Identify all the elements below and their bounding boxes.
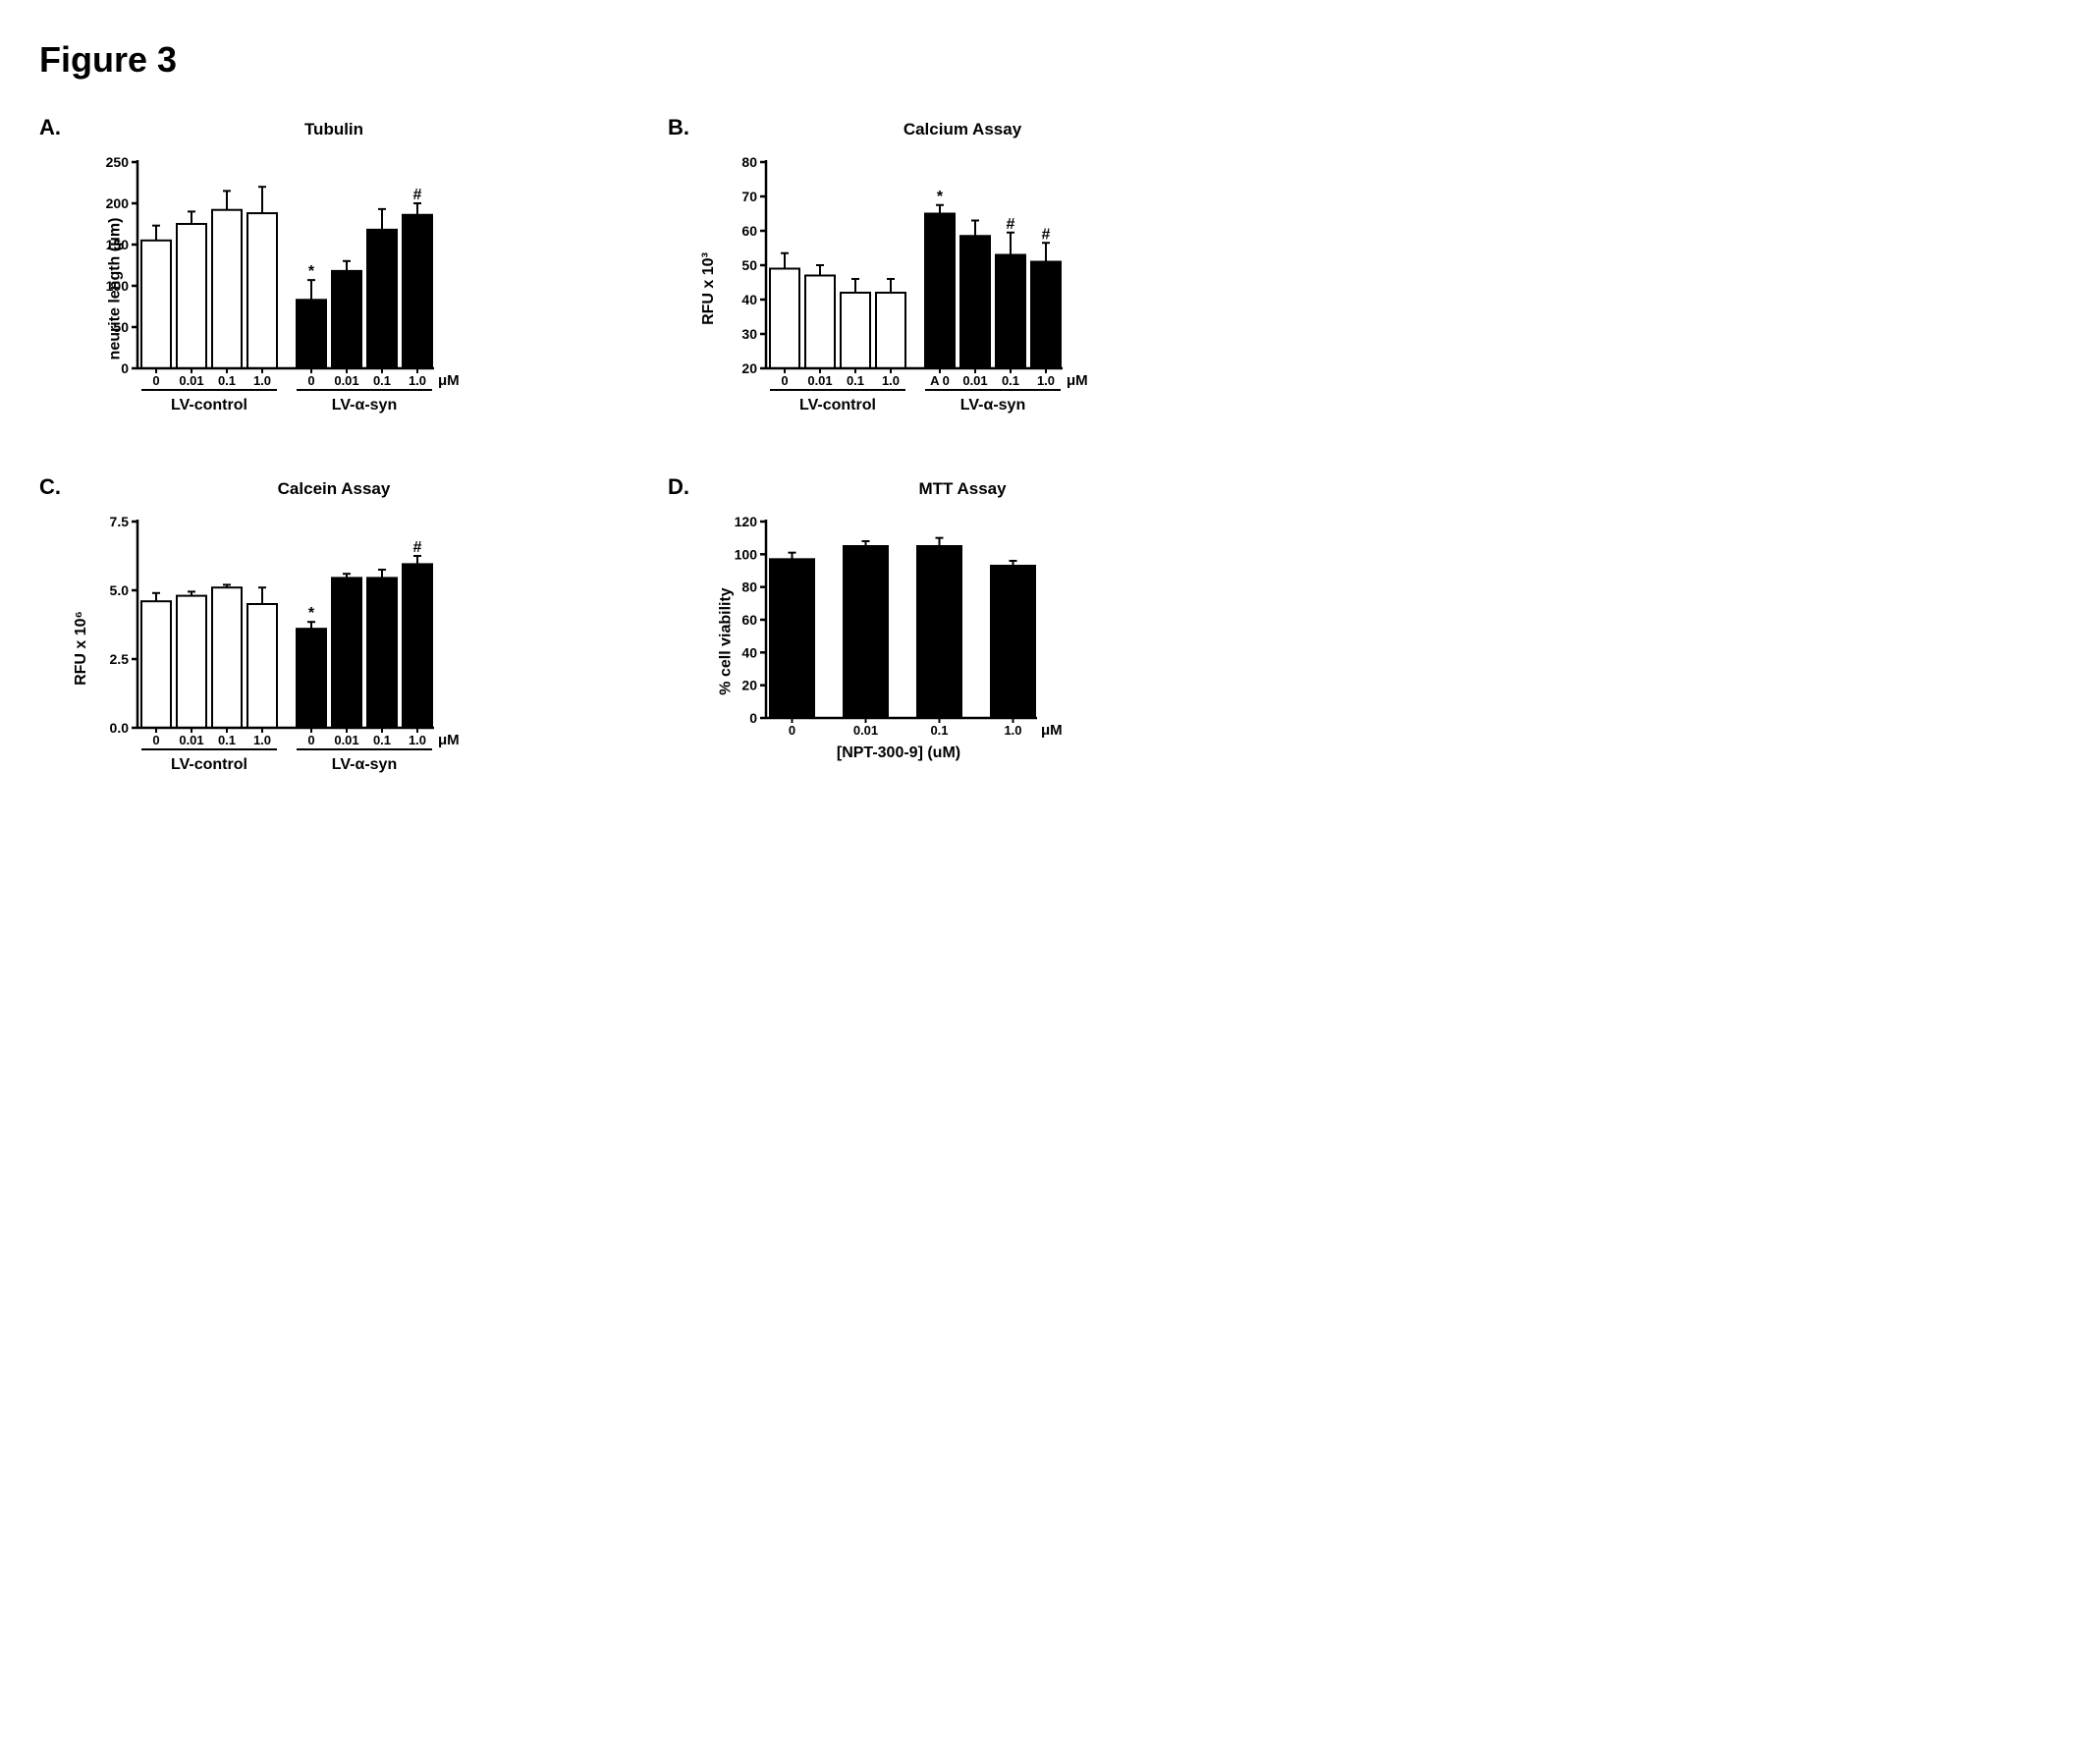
svg-text:0.01: 0.01 xyxy=(962,373,987,388)
ylabel-A: neurite length (μm) xyxy=(106,218,124,360)
svg-text:LV-α-syn: LV-α-syn xyxy=(332,397,397,413)
panel-B: B. Calcium Assay RFU x 10³ 2030405060708… xyxy=(668,120,1218,430)
svg-text:0: 0 xyxy=(749,710,757,726)
ylabel-C: RFU x 10⁶ xyxy=(73,611,90,686)
svg-text:20: 20 xyxy=(741,360,757,376)
svg-text:μM: μM xyxy=(438,732,460,748)
figure-title: Figure 3 xyxy=(39,39,2042,81)
svg-text:0.1: 0.1 xyxy=(847,373,864,388)
svg-text:50: 50 xyxy=(741,257,757,273)
svg-text:0: 0 xyxy=(152,733,159,747)
svg-text:LV-α-syn: LV-α-syn xyxy=(960,397,1025,413)
svg-text:0.1: 0.1 xyxy=(218,373,236,388)
panel-A: A. Tubulin neurite length (μm) 050100150… xyxy=(39,120,589,430)
svg-text:100: 100 xyxy=(735,546,758,562)
svg-text:1.0: 1.0 xyxy=(253,733,271,747)
svg-text:250: 250 xyxy=(106,154,130,170)
svg-text:0.1: 0.1 xyxy=(373,373,391,388)
svg-text:0.01: 0.01 xyxy=(334,373,358,388)
svg-text:0: 0 xyxy=(307,373,314,388)
svg-text:120: 120 xyxy=(735,514,758,529)
chart-title-B: Calcium Assay xyxy=(707,120,1218,139)
panel-letter-D: D. xyxy=(668,474,689,500)
chart-D: 0 20 40 60 80 100 120 0 0.01 0.1 1.0 μM [NPT-300-9] … xyxy=(722,507,1074,775)
svg-text:1.0: 1.0 xyxy=(409,733,426,747)
panel-D: D. MTT Assay % cell viability 0204060801… xyxy=(668,479,1218,790)
svg-text:1.0: 1.0 xyxy=(882,373,900,388)
svg-text:*: * xyxy=(308,263,315,280)
svg-text:2.5: 2.5 xyxy=(110,651,130,667)
panel-letter-B: B. xyxy=(668,115,689,140)
svg-text:*: * xyxy=(937,189,944,205)
svg-text:0.1: 0.1 xyxy=(373,733,391,747)
svg-text:0.01: 0.01 xyxy=(334,733,358,747)
svg-text:0: 0 xyxy=(307,733,314,747)
svg-text:#: # xyxy=(413,539,422,556)
svg-text:200: 200 xyxy=(106,195,130,211)
svg-text:0.1: 0.1 xyxy=(930,723,948,738)
svg-text:LV-control: LV-control xyxy=(799,397,876,413)
chart-A: 05010015020025000.010.11.0*00.010.1#1.0μ… xyxy=(93,147,471,430)
svg-text:#: # xyxy=(1042,226,1051,243)
svg-text:1.0: 1.0 xyxy=(1037,373,1055,388)
svg-text:80: 80 xyxy=(741,154,757,170)
svg-text:80: 80 xyxy=(741,579,757,595)
chart-C: 0.0 2.5 5.0 7.5 0 0.01 0.1 1.0 * 0 0.01 0.1 #1.0 μM LV… xyxy=(93,507,471,790)
ylabel-B: RFU x 10³ xyxy=(700,252,718,325)
svg-text:1.0: 1.0 xyxy=(253,373,271,388)
panels-grid: A. Tubulin neurite length (μm) 050100150… xyxy=(39,120,1218,790)
chart-B: 20 30 40 50 60 70 80 0 0.01 0.1 1.0 * A 0 0.01 #0.1 #1.… xyxy=(722,147,1100,430)
svg-text:70: 70 xyxy=(741,189,757,204)
chart-title-A: Tubulin xyxy=(79,120,589,139)
panel-letter-A: A. xyxy=(39,115,61,140)
panel-C: C. Calcein Assay RFU x 10⁶ 0.02.55.07.50… xyxy=(39,479,589,790)
svg-text:40: 40 xyxy=(741,292,757,307)
svg-text:60: 60 xyxy=(741,223,757,239)
chart-title-C: Calcein Assay xyxy=(79,479,589,499)
svg-text:0.01: 0.01 xyxy=(179,373,203,388)
svg-text:7.5: 7.5 xyxy=(110,514,130,529)
svg-text:μM: μM xyxy=(1041,722,1063,739)
svg-text:μM: μM xyxy=(1067,372,1088,389)
svg-text:40: 40 xyxy=(741,644,757,660)
svg-text:0: 0 xyxy=(152,373,159,388)
svg-text:30: 30 xyxy=(741,326,757,342)
svg-text:0.01: 0.01 xyxy=(179,733,203,747)
svg-text:LV-control: LV-control xyxy=(171,756,247,773)
ylabel-D: % cell viability xyxy=(718,587,736,694)
svg-text:60: 60 xyxy=(741,612,757,628)
svg-text:0: 0 xyxy=(789,723,795,738)
svg-text:0.0: 0.0 xyxy=(110,720,130,736)
svg-text:[NPT-300-9] (uM): [NPT-300-9] (uM) xyxy=(837,744,960,761)
chart-title-D: MTT Assay xyxy=(707,479,1218,499)
svg-text:5.0: 5.0 xyxy=(110,582,130,598)
svg-text:0: 0 xyxy=(781,373,788,388)
svg-text:*: * xyxy=(308,605,315,622)
svg-text:0: 0 xyxy=(121,360,129,376)
svg-text:0.01: 0.01 xyxy=(853,723,878,738)
svg-text:LV-α-syn: LV-α-syn xyxy=(332,756,397,773)
panel-letter-C: C. xyxy=(39,474,61,500)
svg-text:0.1: 0.1 xyxy=(218,733,236,747)
svg-text:#: # xyxy=(413,187,422,203)
svg-text:20: 20 xyxy=(741,678,757,693)
svg-text:1.0: 1.0 xyxy=(1004,723,1021,738)
svg-text:0.1: 0.1 xyxy=(1002,373,1019,388)
svg-text:LV-control: LV-control xyxy=(171,397,247,413)
svg-text:μM: μM xyxy=(438,372,460,389)
svg-text:A 0: A 0 xyxy=(930,373,950,388)
svg-text:1.0: 1.0 xyxy=(409,373,426,388)
svg-text:0.01: 0.01 xyxy=(807,373,832,388)
svg-text:#: # xyxy=(1007,216,1015,233)
